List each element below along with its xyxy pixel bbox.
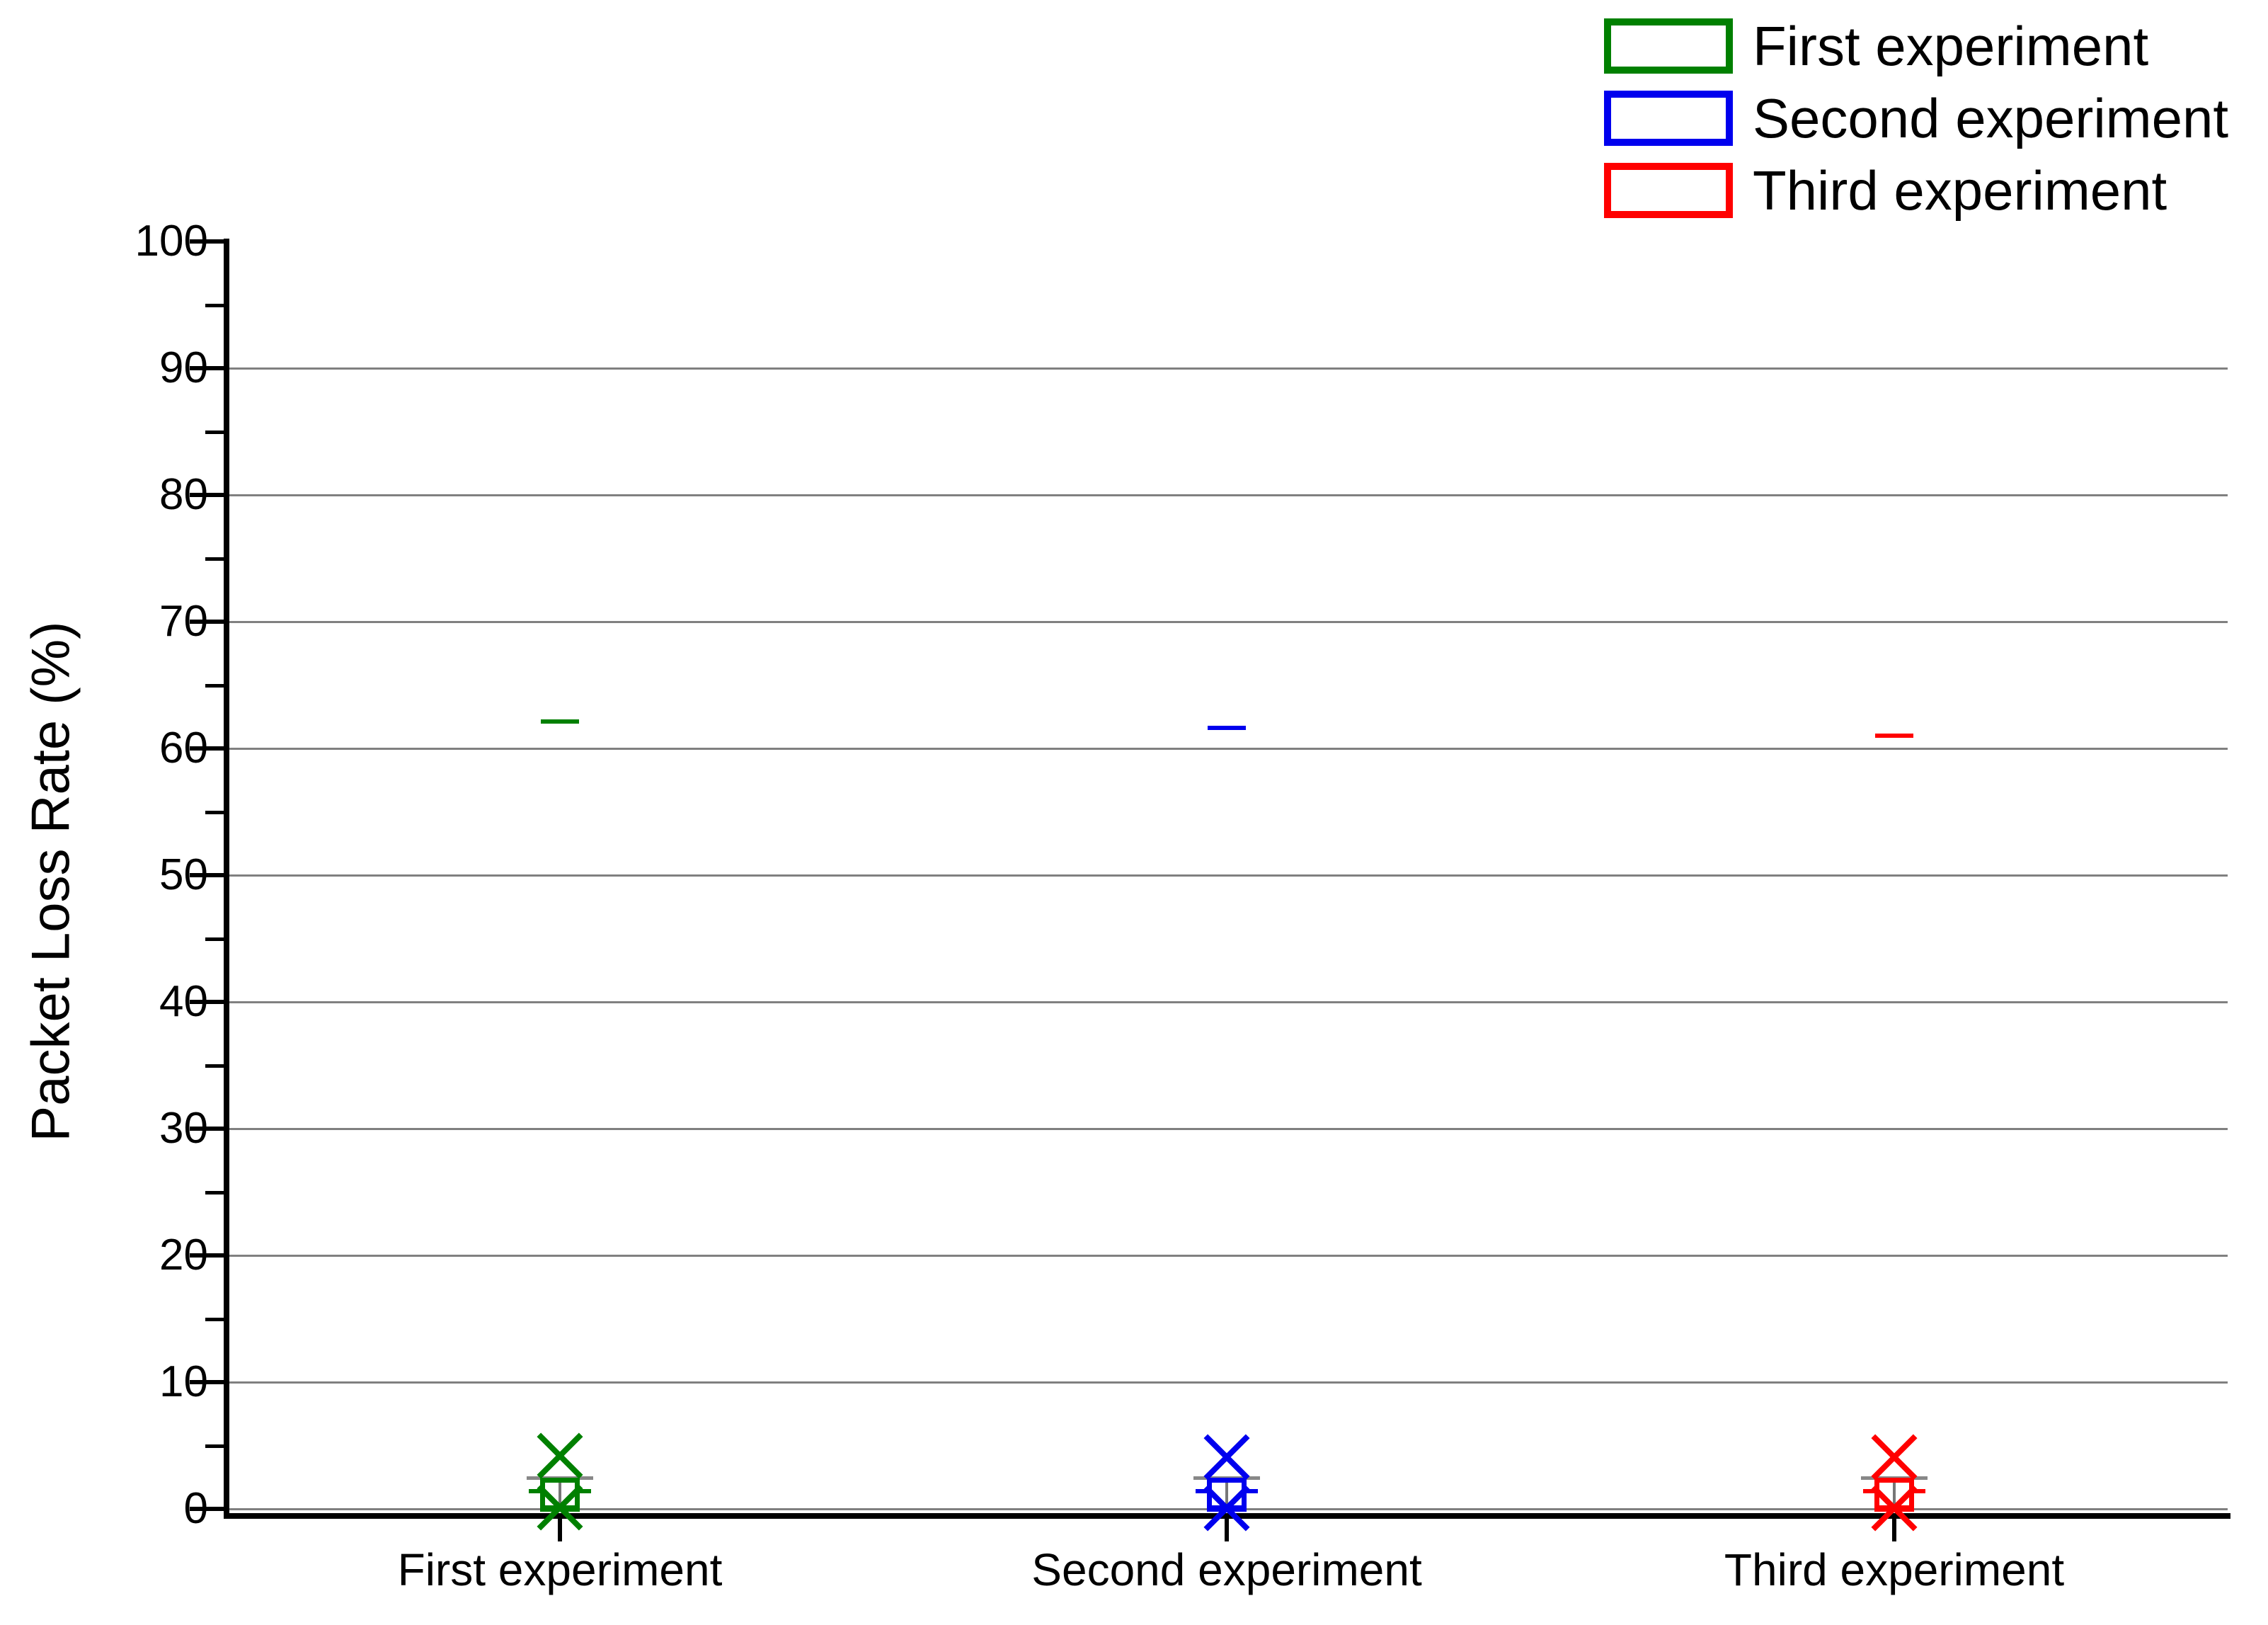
y-tick-label-100: 100	[134, 217, 208, 266]
y-tick-label-90: 90	[159, 343, 208, 392]
y-major-tick-60	[190, 746, 224, 751]
whisker-line-3	[1893, 1483, 1896, 1506]
y-major-tick-30	[190, 1127, 224, 1131]
y-minor-tick-65	[205, 683, 224, 688]
y-tick-label-80: 80	[159, 470, 208, 519]
y-minor-tick-5	[205, 1444, 224, 1448]
x-category-label-2: Second experiment	[1031, 1544, 1422, 1595]
max-dash-1	[541, 719, 579, 724]
y-tick-label-40: 40	[159, 977, 208, 1026]
median-stub-right-3	[1913, 1488, 1925, 1493]
x-marker-upper-3	[1871, 1434, 1918, 1481]
y-minor-tick-95	[205, 303, 224, 307]
y-minor-tick-25	[205, 1190, 224, 1194]
x-tick-1	[558, 1519, 562, 1541]
max-dash-3	[1875, 734, 1913, 739]
x-marker-lower-2	[1203, 1485, 1250, 1532]
y-major-tick-20	[190, 1253, 224, 1258]
legend-item-1: First experiment	[1604, 18, 2228, 74]
y-tick-label-0: 0	[183, 1484, 208, 1533]
y-major-tick-80	[190, 493, 224, 497]
gridline-50	[227, 874, 2228, 877]
y-major-tick-40	[190, 1000, 224, 1004]
gridline-10	[227, 1381, 2228, 1384]
y-axis-line	[224, 239, 229, 1519]
y-tick-label-50: 50	[159, 850, 208, 899]
y-major-tick-10	[190, 1380, 224, 1384]
y-minor-tick-85	[205, 430, 224, 434]
gridline-80	[227, 494, 2228, 496]
x-category-label-1: First experiment	[397, 1544, 723, 1595]
y-minor-tick-45	[205, 937, 224, 941]
y-minor-tick-75	[205, 557, 224, 561]
legend-item-3: Third experiment	[1604, 163, 2228, 218]
gridline-40	[227, 1001, 2228, 1003]
whisker-line-2	[1225, 1483, 1228, 1506]
legend-label: Second experiment	[1753, 87, 2229, 149]
y-tick-label-70: 70	[159, 597, 208, 646]
legend-item-2: Second experiment	[1604, 91, 2228, 146]
y-minor-tick-35	[205, 1064, 224, 1068]
y-tick-label-30: 30	[159, 1104, 208, 1153]
median-stub-left-2	[1196, 1488, 1208, 1493]
legend-label: First experiment	[1753, 15, 2149, 77]
x-category-label-3: Third experiment	[1724, 1544, 2065, 1595]
x-marker-lower-3	[1871, 1485, 1918, 1532]
y-tick-label-60: 60	[159, 724, 208, 772]
y-major-tick-70	[190, 620, 224, 624]
max-dash-2	[1208, 726, 1246, 731]
gridline-70	[227, 621, 2228, 623]
y-major-tick-50	[190, 873, 224, 877]
gridline-20	[227, 1255, 2228, 1257]
y-major-tick-90	[190, 366, 224, 370]
y-major-tick-100	[190, 239, 224, 244]
x-marker-upper-2	[1203, 1434, 1250, 1481]
gridline-90	[227, 367, 2228, 370]
gridline-60	[227, 748, 2228, 750]
whisker-line-1	[559, 1483, 561, 1506]
x-axis-line	[224, 1513, 2230, 1519]
y-minor-tick-15	[205, 1317, 224, 1321]
x-tick-3	[1892, 1519, 1896, 1541]
legend: First experiment Second experiment Third e…	[1604, 18, 2228, 235]
median-stub-left-1	[529, 1488, 542, 1493]
y-tick-label-20: 20	[159, 1231, 208, 1279]
x-marker-upper-1	[537, 1432, 583, 1479]
y-tick-label-10: 10	[159, 1357, 208, 1406]
median-stub-right-2	[1245, 1488, 1258, 1493]
legend-swatch-icon	[1604, 163, 1733, 218]
y-major-tick-0	[190, 1507, 224, 1511]
median-stub-right-1	[578, 1488, 591, 1493]
legend-swatch-icon	[1604, 18, 1733, 74]
gridline-30	[227, 1128, 2228, 1130]
median-stub-left-3	[1863, 1488, 1876, 1493]
legend-swatch-icon	[1604, 91, 1733, 146]
y-minor-tick-55	[205, 810, 224, 814]
x-tick-2	[1225, 1519, 1229, 1541]
x-marker-lower-1	[537, 1484, 583, 1531]
legend-label: Third experiment	[1753, 159, 2167, 222]
